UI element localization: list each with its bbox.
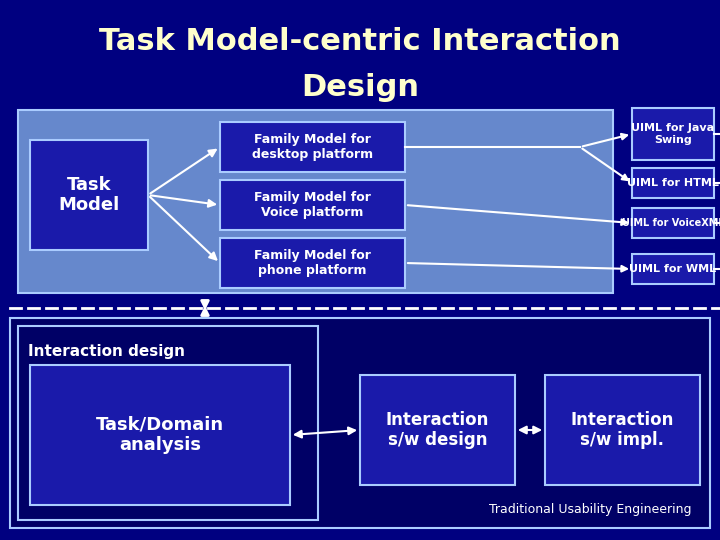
FancyBboxPatch shape: [220, 238, 405, 288]
Text: Task
Model: Task Model: [58, 176, 120, 214]
Text: Interaction
s/w design: Interaction s/w design: [386, 410, 489, 449]
FancyBboxPatch shape: [360, 375, 515, 485]
Text: Family Model for
desktop platform: Family Model for desktop platform: [252, 133, 373, 161]
FancyBboxPatch shape: [632, 168, 714, 198]
FancyBboxPatch shape: [18, 110, 613, 293]
Text: UIML for WML: UIML for WML: [629, 264, 716, 274]
FancyBboxPatch shape: [220, 122, 405, 172]
Text: Task/Domain
analysis: Task/Domain analysis: [96, 416, 224, 454]
FancyBboxPatch shape: [220, 180, 405, 230]
Text: Interaction
s/w impl.: Interaction s/w impl.: [571, 410, 674, 449]
Text: Family Model for
Voice platform: Family Model for Voice platform: [254, 191, 371, 219]
Text: UIML for Java
Swing: UIML for Java Swing: [631, 123, 714, 145]
Text: Task Model-centric Interaction: Task Model-centric Interaction: [99, 28, 621, 57]
FancyBboxPatch shape: [18, 326, 318, 520]
Text: Family Model for
phone platform: Family Model for phone platform: [254, 249, 371, 277]
Text: Traditional Usability Engineering: Traditional Usability Engineering: [489, 503, 691, 516]
Text: UIML for VoiceXML: UIML for VoiceXML: [621, 218, 720, 228]
FancyBboxPatch shape: [30, 140, 148, 250]
FancyBboxPatch shape: [10, 318, 710, 528]
FancyBboxPatch shape: [632, 208, 714, 238]
Text: Design: Design: [301, 73, 419, 103]
Text: Interaction design: Interaction design: [28, 344, 185, 359]
FancyBboxPatch shape: [30, 365, 290, 505]
FancyBboxPatch shape: [632, 108, 714, 160]
FancyBboxPatch shape: [545, 375, 700, 485]
FancyBboxPatch shape: [632, 254, 714, 284]
Text: UIML for HTML: UIML for HTML: [627, 178, 719, 188]
